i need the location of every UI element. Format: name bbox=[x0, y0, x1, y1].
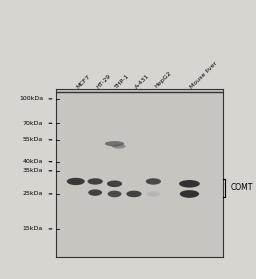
Ellipse shape bbox=[112, 144, 126, 149]
Ellipse shape bbox=[126, 191, 142, 197]
Ellipse shape bbox=[179, 180, 200, 187]
Ellipse shape bbox=[67, 178, 85, 185]
Text: 70kDa: 70kDa bbox=[23, 121, 43, 126]
Text: HepG2: HepG2 bbox=[153, 71, 172, 89]
Text: 40kDa: 40kDa bbox=[23, 159, 43, 164]
Ellipse shape bbox=[146, 191, 160, 197]
Text: COMT: COMT bbox=[230, 183, 253, 193]
Text: A-431: A-431 bbox=[134, 73, 151, 89]
Text: 55kDa: 55kDa bbox=[23, 137, 43, 142]
Text: MCF7: MCF7 bbox=[76, 73, 92, 89]
Text: 25kDa: 25kDa bbox=[23, 191, 43, 196]
Ellipse shape bbox=[88, 178, 103, 185]
Ellipse shape bbox=[146, 178, 161, 185]
Text: Mouse liver: Mouse liver bbox=[189, 60, 219, 89]
Text: 35kDa: 35kDa bbox=[23, 168, 43, 173]
Ellipse shape bbox=[108, 191, 122, 197]
Ellipse shape bbox=[105, 141, 124, 146]
Ellipse shape bbox=[107, 181, 122, 187]
Text: HT-29: HT-29 bbox=[95, 73, 112, 89]
Text: THP-1: THP-1 bbox=[115, 73, 131, 89]
Ellipse shape bbox=[180, 190, 199, 198]
Text: 15kDa: 15kDa bbox=[23, 226, 43, 231]
Ellipse shape bbox=[88, 189, 102, 196]
Text: 100kDa: 100kDa bbox=[19, 96, 43, 101]
